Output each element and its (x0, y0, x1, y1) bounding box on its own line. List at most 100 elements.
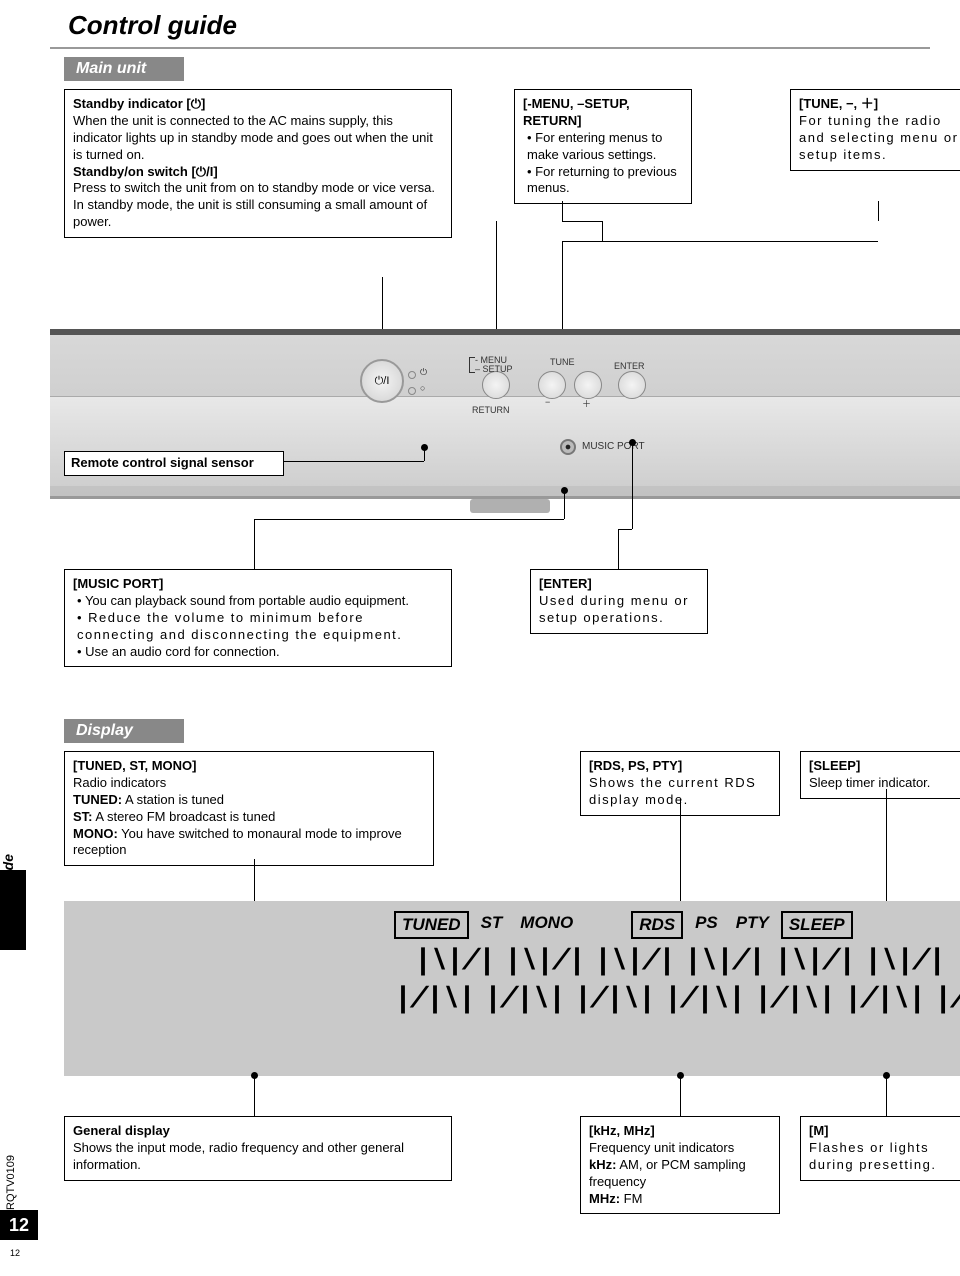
callout-khz: [kHz, MHz] Frequency unit indicators kHz… (580, 1116, 780, 1214)
leader (886, 1076, 887, 1116)
leader (254, 1076, 255, 1116)
leader (632, 444, 633, 529)
seg: |/|\| (754, 983, 834, 1017)
mid-callouts: [MUSIC PORT] You can playback sound from… (50, 549, 930, 699)
ind-sleep: SLEEP (781, 911, 853, 939)
callout-tuned: [TUNED, ST, MONO] Radio indicators TUNED… (64, 751, 434, 866)
seg: |\|/| (594, 945, 674, 979)
label-tune: TUNE (550, 357, 575, 367)
seg: |/|\| (934, 983, 960, 1017)
pwr-icon: ⏻ (420, 367, 427, 378)
doc-code: RQTV0109 (5, 1120, 25, 1210)
leader (284, 461, 424, 462)
txt: ] (201, 96, 205, 111)
tune-plus-button (574, 371, 602, 399)
seg: |\|/| (864, 945, 944, 979)
leader (562, 221, 602, 222)
leader (254, 519, 255, 569)
txt: [ENTER] (539, 576, 592, 591)
leader (562, 201, 563, 221)
leader-dot (421, 444, 428, 451)
enter-button (618, 371, 646, 399)
label-setup: – SETUP (475, 364, 513, 374)
ind-st: ST (475, 911, 509, 939)
seg-row2: |/|\| |/|\| |/|\| |/|\| |/|\| |/|\| |/|\… (74, 983, 950, 1017)
leader (564, 491, 565, 519)
standby-led (408, 371, 416, 379)
callout-sleep: [SLEEP] Sleep timer indicator. (800, 751, 960, 799)
lcd-panel: TUNED ST MONO RDS PS PTY SLEEP |\|/| |\|… (64, 901, 960, 1076)
txt: kHz: (589, 1157, 616, 1172)
callout-standby: Standby indicator [⏻] When the unit is c… (64, 89, 452, 238)
txt: Radio indicators (73, 775, 425, 792)
txt: Standby/on switch [ (73, 164, 196, 179)
leader-dot (251, 1072, 258, 1079)
leader (886, 789, 887, 909)
txt: [TUNED, ST, MONO] (73, 758, 197, 773)
txt: A station is tuned (122, 792, 224, 807)
txt: [-MENU, –SETUP, RETURN] (523, 96, 630, 128)
seg: |\|/| (774, 945, 854, 979)
leader (562, 241, 878, 242)
txt: A stereo FM broadcast is tuned (93, 809, 276, 824)
display-section: Display [TUNED, ST, MONO] Radio indicato… (50, 719, 930, 1276)
ind-tuned: TUNED (394, 911, 469, 939)
txt: [M] (809, 1123, 829, 1138)
callout-tune: [TUNE, −, ＋] For tuning the radio and se… (790, 89, 960, 171)
side-tab: Control guide (0, 840, 22, 960)
ind-pty: PTY (730, 911, 775, 939)
txt: Sleep timer indicator. (809, 775, 960, 792)
txt: Flashes or lights during presetting. (809, 1140, 960, 1174)
leader-dot (561, 487, 568, 494)
seg: |/|\| (664, 983, 744, 1017)
txt: Use an audio cord for connection. (77, 644, 443, 661)
txt: ST: (73, 809, 93, 824)
txt: Frequency unit indicators (589, 1140, 771, 1157)
ind-ps: PS (689, 911, 724, 939)
seg: |\|/| (414, 945, 494, 979)
section-display: Display (64, 719, 184, 743)
top-callouts: Standby indicator [⏻] When the unit is c… (50, 89, 930, 279)
seg: |\|/| (684, 945, 764, 979)
txt: General display (73, 1123, 170, 1138)
txt: TUNED: (73, 792, 122, 807)
txt: [TUNE, −, ＋] (799, 96, 878, 111)
page-number: 12 (0, 1210, 38, 1240)
label-enter: ENTER (614, 361, 645, 371)
txt: You can playback sound from portable aud… (77, 593, 443, 610)
txt: Press to switch the unit from on to stan… (73, 180, 443, 231)
power-button: ⏻/I (360, 359, 404, 403)
callout-menu: [-MENU, –SETUP, RETURN] For entering men… (514, 89, 692, 204)
leader (254, 519, 564, 520)
ind-rds: RDS (631, 911, 683, 939)
leader (680, 799, 681, 909)
device-zone: ⏻/I ⏻ ○ - MENU – SETUP TUNE − ＋ ENTER RE… (50, 279, 930, 549)
callout-m: [M] Flashes or lights during presetting. (800, 1116, 960, 1181)
seg: |/|\| (394, 983, 474, 1017)
txt: Reduce the volume to minimum before conn… (77, 610, 443, 644)
txt: Shows the input mode, radio frequency an… (73, 1140, 443, 1174)
tune-minus-button (538, 371, 566, 399)
leader (618, 529, 632, 530)
txt: [RDS, PS, PTY] (589, 758, 682, 773)
leader (680, 1076, 681, 1116)
txt: When the unit is connected to the AC mai… (73, 113, 443, 164)
leader (878, 201, 879, 221)
seg: |/|\| (844, 983, 924, 1017)
leader-dot (883, 1072, 890, 1079)
txt: [SLEEP] (809, 758, 860, 773)
leader (618, 529, 619, 569)
txt: MONO: (73, 826, 118, 841)
label-return: RETURN (472, 405, 510, 415)
leader-dot (677, 1072, 684, 1079)
txt: For tuning the radio and selecting menu … (799, 113, 959, 164)
seg-row1: |\|/| |\|/| |\|/| |\|/| |\|/| |\|/| |\|/… (74, 945, 950, 979)
callout-music-port: [MUSIC PORT] You can playback sound from… (64, 569, 452, 667)
txt: FM (620, 1191, 642, 1206)
leader (602, 221, 603, 241)
leader-dot (629, 439, 636, 446)
txt: [kHz, MHz] (589, 1123, 655, 1138)
seg: |/|\| (574, 983, 654, 1017)
standby-led2 (408, 387, 416, 395)
txt: /I] (206, 164, 218, 179)
